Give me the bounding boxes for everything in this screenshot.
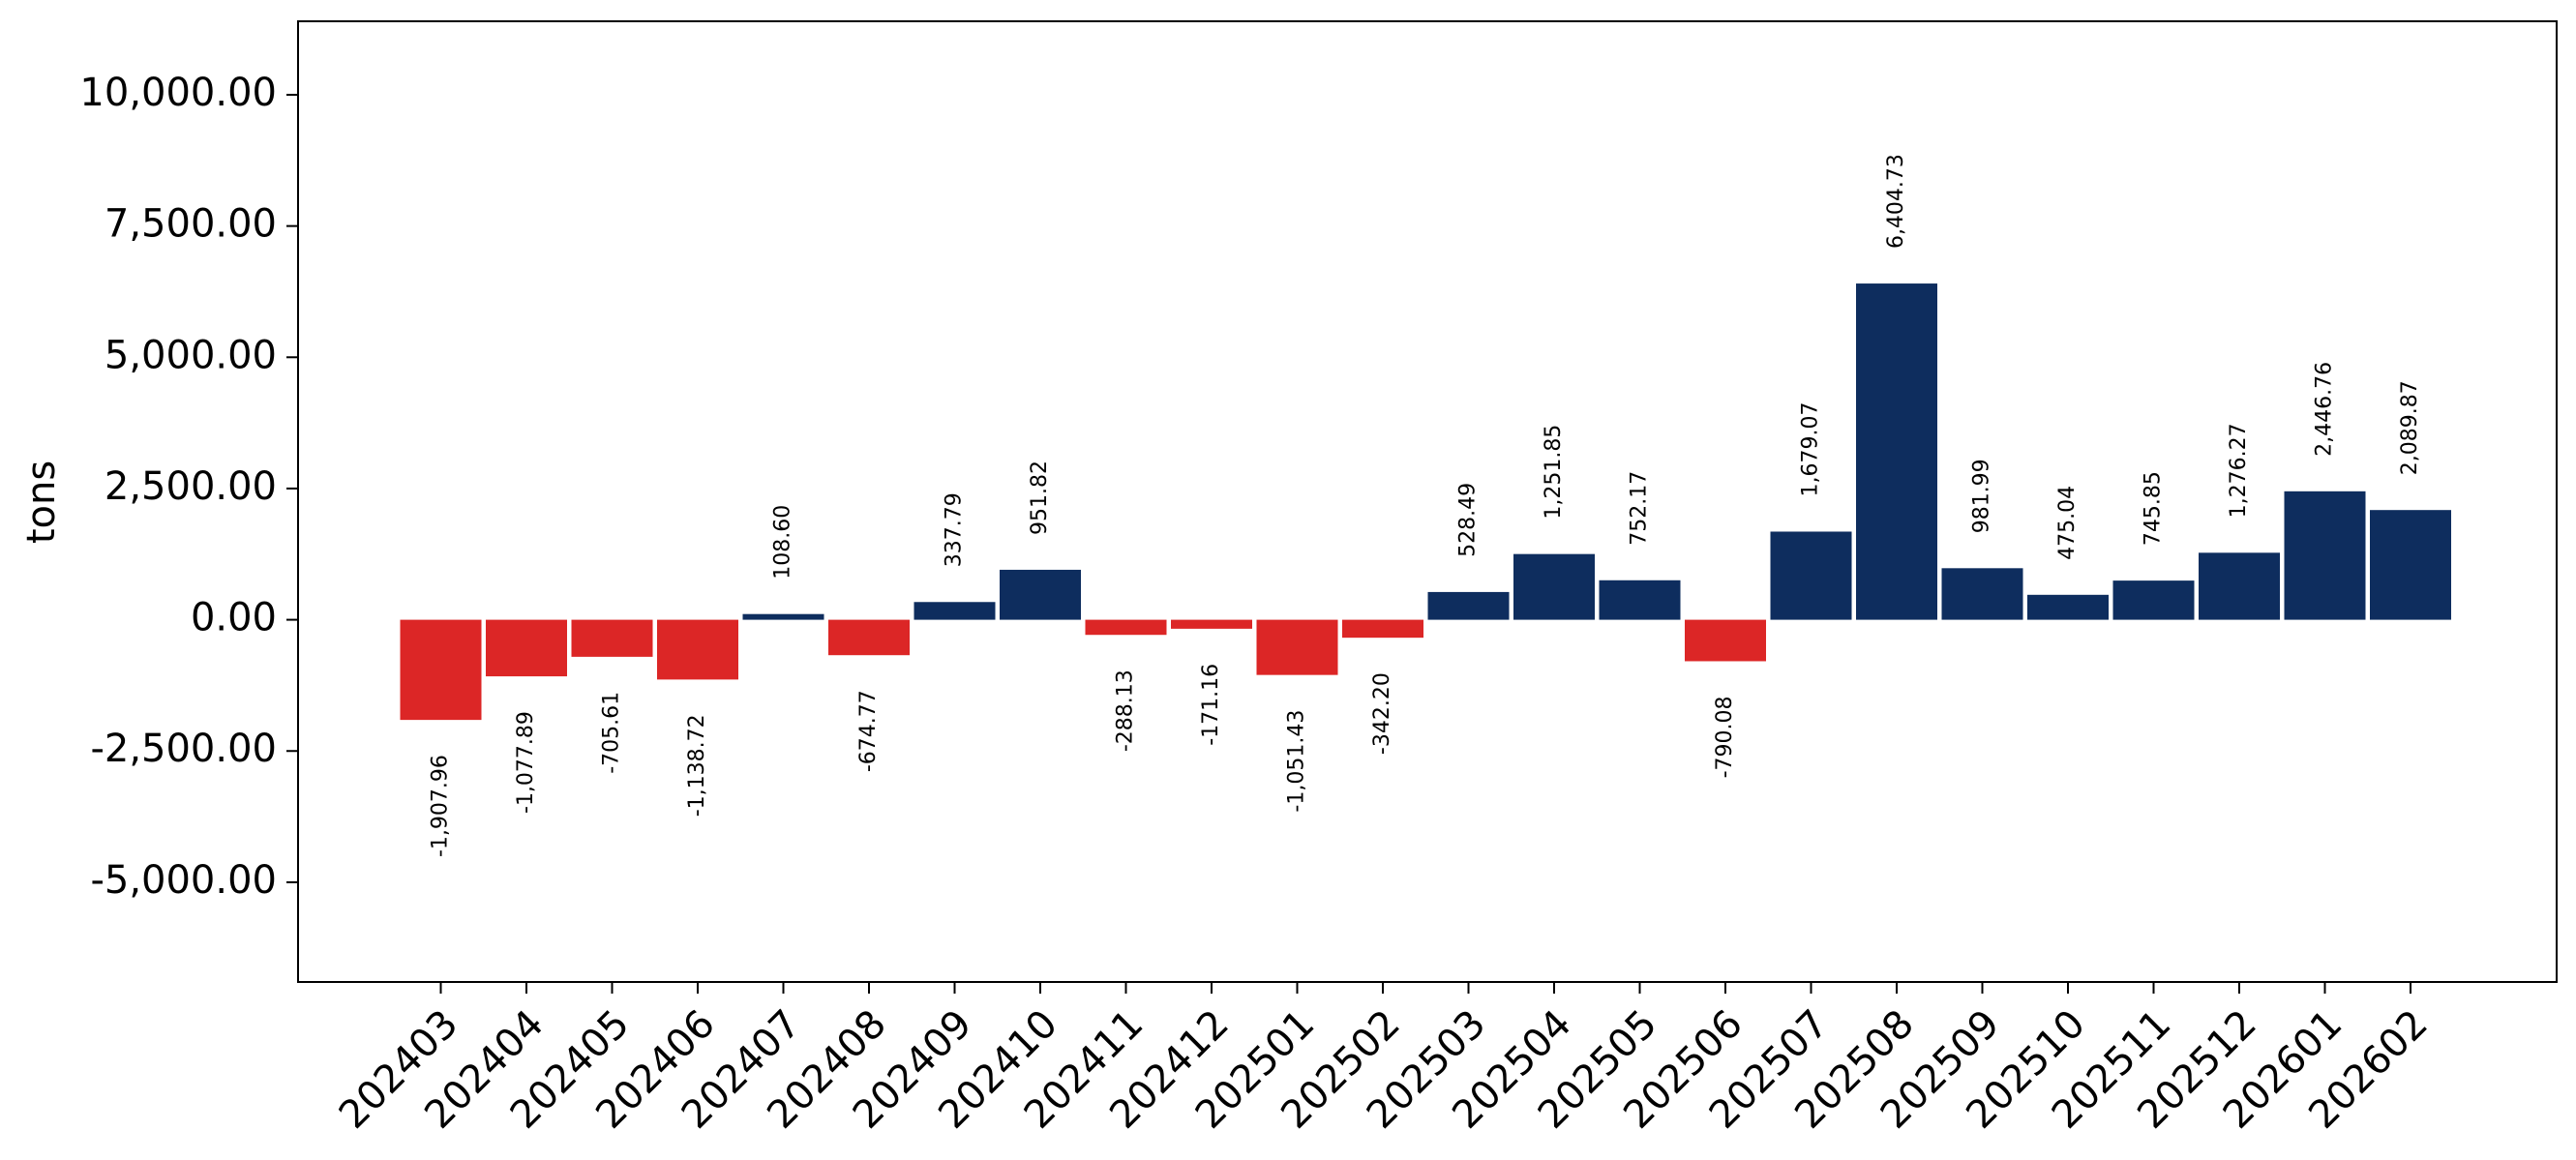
y-tick-label: 5,000.00 bbox=[105, 333, 277, 377]
bar-202601 bbox=[2284, 491, 2366, 620]
data-labels-group: -1,907.96 -1,077.89 -705.61 -1,138.72 108.60… bbox=[429, 154, 2423, 857]
bar-202403 bbox=[400, 619, 482, 721]
bar-202509 bbox=[1941, 568, 2023, 620]
bar-202408 bbox=[828, 619, 910, 656]
data-label-202411: -288.13 bbox=[1114, 669, 1138, 752]
y-tick-label: -2,500.00 bbox=[90, 727, 277, 771]
bar-202505 bbox=[1599, 580, 1681, 620]
data-label-202509: 981.99 bbox=[1970, 459, 1994, 533]
data-label-202504: 1,251.85 bbox=[1542, 425, 1566, 520]
data-label-202407: 108.60 bbox=[771, 505, 795, 580]
bar-202410 bbox=[1000, 569, 1081, 620]
bar-202405 bbox=[571, 619, 653, 657]
data-label-202403: -1,907.96 bbox=[429, 755, 453, 857]
bar-202409 bbox=[914, 602, 996, 620]
bar-202602 bbox=[2370, 510, 2451, 620]
data-label-202412: -171.16 bbox=[1199, 664, 1223, 746]
plot-area bbox=[297, 20, 2558, 983]
data-label-202510: 475.04 bbox=[2055, 486, 2080, 560]
bar-202501 bbox=[1256, 619, 1338, 675]
bar-202406 bbox=[657, 619, 738, 680]
data-label-202511: 745.85 bbox=[2142, 471, 2166, 546]
bar-202412 bbox=[1171, 619, 1252, 629]
y-tick-label: 10,000.00 bbox=[79, 71, 277, 115]
data-label-202410: 951.82 bbox=[1028, 461, 1052, 535]
data-label-202502: -342.20 bbox=[1370, 672, 1394, 755]
x-axis: 2024032024042024052024062024072024082024… bbox=[331, 982, 2437, 1138]
y-tick-label: -5,000.00 bbox=[90, 858, 277, 903]
bar-202510 bbox=[2027, 594, 2109, 620]
bar-202504 bbox=[1513, 553, 1595, 620]
data-label-202501: -1,051.43 bbox=[1285, 710, 1309, 813]
data-label-202503: 528.49 bbox=[1456, 483, 1481, 557]
bar-202503 bbox=[1427, 591, 1510, 620]
bar-202502 bbox=[1342, 619, 1423, 639]
data-label-202405: -705.61 bbox=[600, 692, 624, 774]
bar-202506 bbox=[1685, 619, 1766, 662]
y-tick-label: 0.00 bbox=[191, 596, 277, 640]
data-label-202408: -674.77 bbox=[856, 690, 881, 772]
y-axis-title: tons bbox=[19, 461, 64, 544]
data-label-202508: 6,404.73 bbox=[1884, 154, 1908, 249]
bar-202411 bbox=[1085, 619, 1167, 636]
data-label-202506: -790.08 bbox=[1713, 696, 1737, 778]
bar-202508 bbox=[1856, 283, 1937, 620]
data-label-202602: 2,089.87 bbox=[2398, 380, 2422, 475]
bar-202404 bbox=[486, 619, 567, 677]
data-label-202404: -1,077.89 bbox=[514, 711, 538, 814]
y-tick-label: 7,500.00 bbox=[105, 202, 277, 247]
y-tick-label: 2,500.00 bbox=[105, 464, 277, 509]
y-axis: -5,000.00 -2,500.00 0.00 2,500.00 5,000.00 7,… bbox=[79, 71, 298, 903]
bar-202511 bbox=[2112, 580, 2195, 620]
bars-group bbox=[400, 283, 2451, 721]
data-label-202505: 752.17 bbox=[1628, 471, 1652, 546]
bar-202507 bbox=[1770, 531, 1852, 620]
data-label-202512: 1,276.27 bbox=[2227, 423, 2251, 518]
data-label-202406: -1,138.72 bbox=[685, 714, 709, 817]
bar-202407 bbox=[742, 613, 824, 620]
data-label-202409: 337.79 bbox=[943, 492, 967, 567]
data-label-202507: 1,679.07 bbox=[1799, 402, 1823, 497]
data-label-202601: 2,446.76 bbox=[2313, 362, 2337, 457]
bar-202512 bbox=[2199, 552, 2280, 620]
